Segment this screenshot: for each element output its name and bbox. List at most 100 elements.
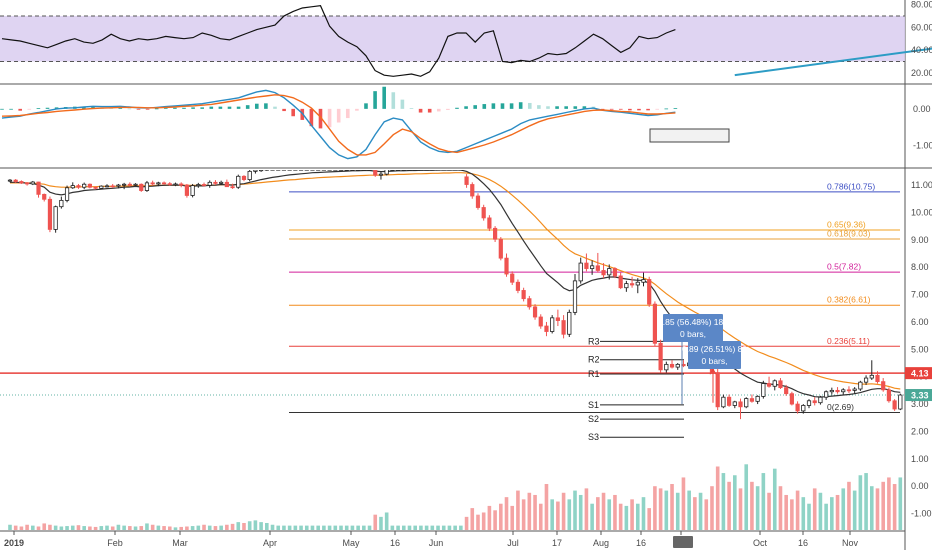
volume-bar [550, 499, 554, 530]
volume-bar [778, 486, 783, 530]
macd-histogram-bar [236, 106, 241, 109]
measure-callout-text: 1.85 (56.48%) 185 [658, 317, 728, 327]
rsi-y-tick-label: 60.00 [911, 22, 932, 32]
volume-bar [624, 505, 629, 530]
price-y-tick-label: 8.00 [911, 262, 929, 272]
macd-histogram-bar [91, 106, 95, 109]
macd-histogram-bar [409, 108, 414, 109]
candle-body [732, 401, 737, 406]
volume-bar [664, 490, 669, 530]
macd-histogram-bar [609, 108, 614, 110]
volume-bar [196, 525, 201, 530]
candle-body [601, 270, 606, 276]
macd-histogram-bar [455, 107, 459, 109]
macd-histogram-bar [582, 106, 587, 109]
macd-histogram-bar [273, 106, 277, 109]
volume-bar [19, 526, 24, 530]
candle-body [875, 374, 880, 383]
volume-bar [647, 508, 651, 530]
volume-bar [641, 497, 646, 530]
volume-bar [447, 525, 452, 530]
candle-body [647, 279, 652, 305]
candle-body [64, 187, 70, 201]
candle-body [93, 186, 98, 189]
volume-bar [270, 524, 275, 530]
volume-bar [544, 484, 549, 530]
volume-bar [202, 524, 206, 530]
volume-bar [299, 525, 303, 530]
macd-histogram-bar [27, 108, 32, 110]
volume-bar [173, 527, 178, 530]
candle-body [544, 325, 549, 332]
measure-callout-text: 0 bars, [702, 356, 728, 366]
macd-histogram-bar [336, 108, 341, 123]
volume-bar [436, 525, 440, 530]
price-y-tick-label: 11.00 [911, 180, 932, 190]
volume-bar [750, 481, 754, 530]
candle-body [886, 389, 892, 402]
candle-body [749, 398, 755, 402]
volume-bar [419, 525, 423, 530]
candle-body [881, 381, 886, 391]
candle-body [253, 170, 258, 172]
candle-body [504, 257, 509, 275]
volume-bar [892, 484, 897, 530]
candle-body [578, 262, 583, 282]
volume-bar [841, 488, 846, 530]
candle-body [13, 179, 18, 183]
volume-bar [59, 526, 64, 530]
macd-histogram-bar [182, 107, 186, 109]
candle-body [641, 279, 646, 283]
candle-body [333, 170, 338, 171]
candle-body [464, 176, 469, 185]
volume-bar [401, 525, 406, 530]
candle-body [892, 400, 897, 410]
macd-line [1, 89, 676, 160]
candle-body [498, 238, 503, 259]
candle-body [652, 303, 658, 344]
candle-body [53, 206, 58, 230]
candle-body [590, 265, 595, 269]
volume-bar [733, 475, 737, 530]
volume-bar [470, 508, 475, 530]
candle-body [624, 283, 629, 289]
volume-bar [76, 525, 81, 530]
candle-body [441, 170, 446, 171]
volume-bar [110, 526, 115, 530]
volume-bar [795, 490, 800, 530]
volume-bar [812, 488, 817, 530]
candle-body [755, 396, 760, 402]
volume-bar [790, 499, 794, 530]
macd-histogram-bar [637, 108, 641, 111]
candle-body [567, 311, 572, 335]
candle-body [721, 396, 726, 408]
macd-histogram-bar [646, 108, 650, 111]
volume-bar [869, 486, 874, 530]
volume-bar [767, 492, 771, 530]
rsi-y-tick-label: 40.00 [911, 45, 932, 55]
macd-histogram-bar [45, 107, 50, 109]
candle-body [572, 280, 578, 313]
macd-histogram-bar [291, 108, 295, 117]
candle-body [179, 183, 184, 186]
candle-body [30, 181, 35, 185]
candle-body [310, 170, 315, 171]
macd-histogram-bar [628, 108, 632, 111]
candle-body [395, 170, 401, 171]
candle-body [824, 391, 829, 398]
volume-bar [687, 490, 691, 530]
macd-histogram-bar [600, 108, 605, 110]
volume-bar [852, 490, 857, 530]
volume-bar [772, 468, 777, 530]
volume-bar [31, 525, 35, 530]
macd-histogram-bar [473, 105, 477, 109]
volume-bar [282, 525, 286, 530]
candle-body [493, 227, 498, 240]
measure-callout-text: 0.89 (26.51%) 89 [682, 344, 747, 354]
volume-bar [145, 523, 149, 530]
macd-histogram-bar [555, 106, 559, 109]
macd-histogram-bar [537, 105, 541, 109]
volume-bar [538, 503, 543, 530]
